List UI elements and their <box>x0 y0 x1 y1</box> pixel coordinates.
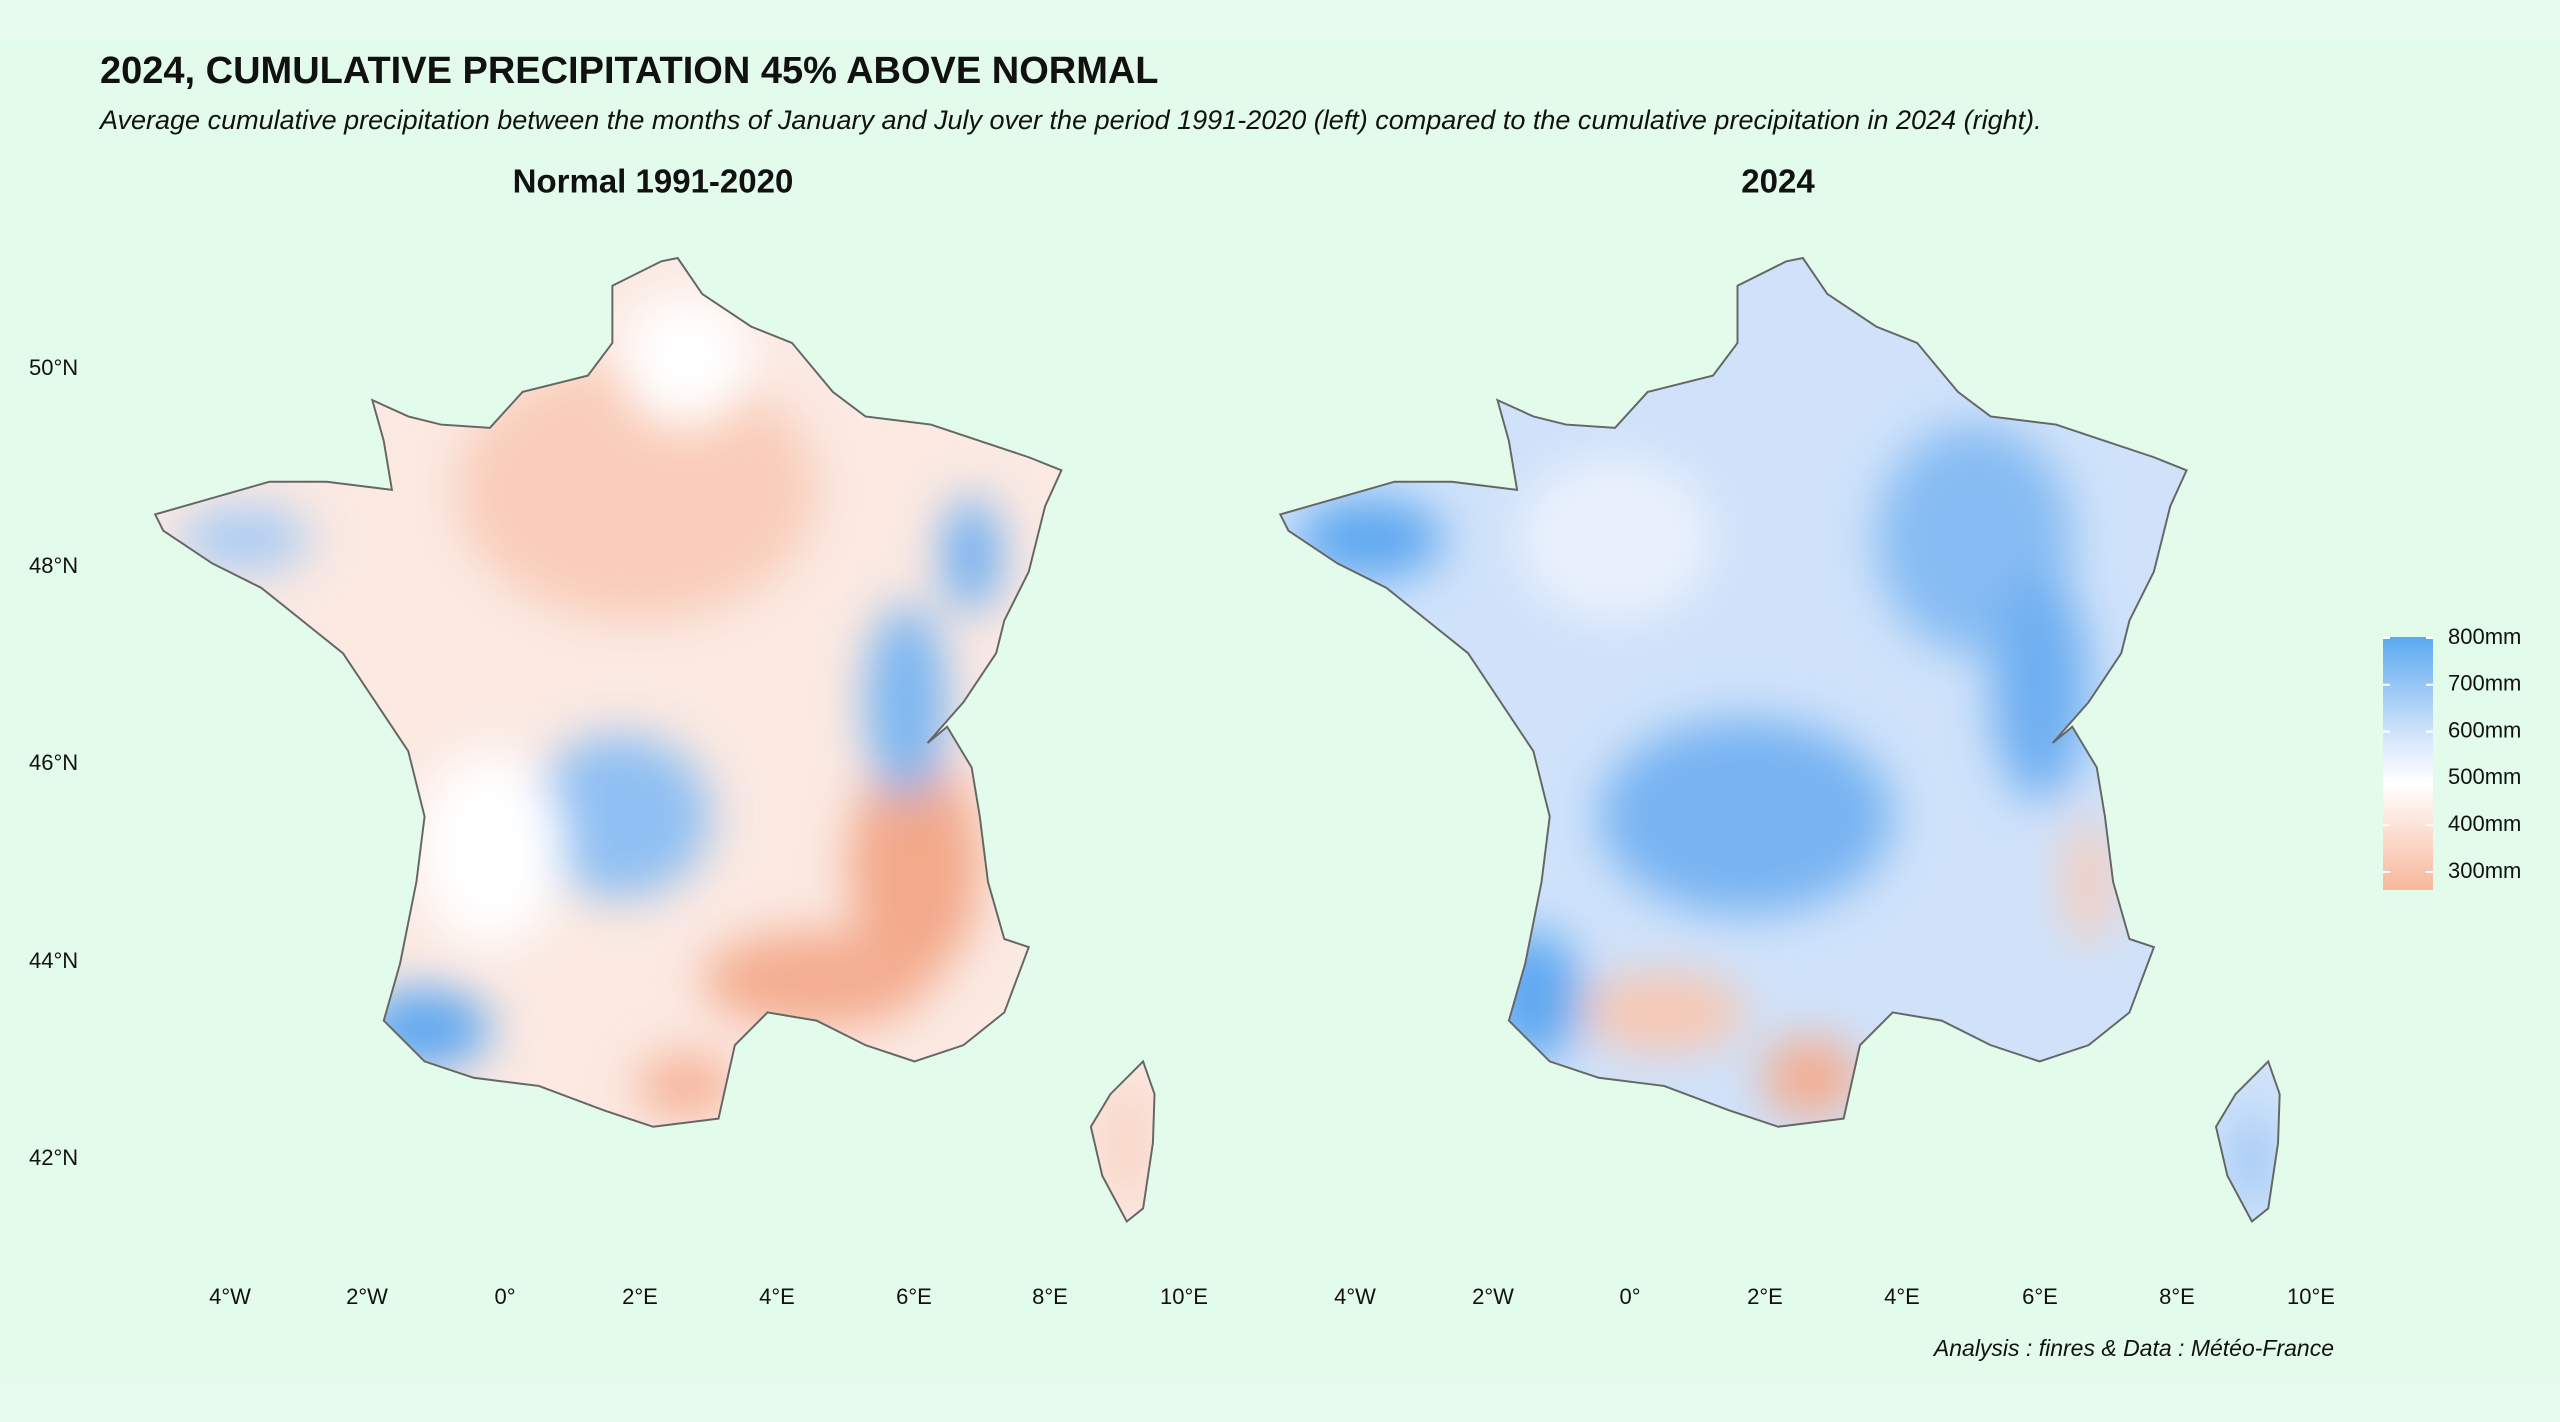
longitude-label: 2°E <box>622 1284 658 1309</box>
title: 2024, CUMULATIVE PRECIPITATION 45% ABOVE… <box>100 50 1159 92</box>
legend-colorbar <box>2383 637 2433 890</box>
longitude-label: 6°E <box>896 1284 932 1309</box>
longitude-label: 4°E <box>759 1284 795 1309</box>
caption: Analysis : finres & Data : Météo-France <box>1932 1335 2334 1361</box>
longitude-label: 10°E <box>1160 1284 1208 1309</box>
latitude-label: 48°N <box>29 553 78 578</box>
panel-title: 2024 <box>1741 163 1815 200</box>
longitude-label: 6°E <box>2022 1284 2058 1309</box>
legend-label: 400mm <box>2448 811 2521 836</box>
legend-label: 700mm <box>2448 671 2521 696</box>
latitude-label: 46°N <box>29 750 78 775</box>
longitude-label: 4°W <box>1334 1284 1376 1309</box>
longitude-label: 2°W <box>1472 1284 1514 1309</box>
latitude-label: 42°N <box>29 1145 78 1170</box>
longitude-label: 2°E <box>1747 1284 1783 1309</box>
longitude-label: 8°E <box>2159 1284 2195 1309</box>
longitude-label: 2°W <box>346 1284 388 1309</box>
subtitle: Average cumulative precipitation between… <box>98 105 2042 135</box>
longitude-label: 0° <box>1619 1284 1640 1309</box>
legend-label: 600mm <box>2448 717 2521 742</box>
legend-label: 500mm <box>2448 764 2521 789</box>
legend-label: 300mm <box>2448 858 2521 883</box>
longitude-label: 10°E <box>2287 1284 2335 1309</box>
panel-title: Normal 1991-2020 <box>513 163 794 200</box>
longitude-label: 4°E <box>1884 1284 1920 1309</box>
legend-label: 800mm <box>2448 624 2521 649</box>
longitude-label: 4°W <box>209 1284 251 1309</box>
longitude-label: 0° <box>494 1284 515 1309</box>
longitude-label: 8°E <box>1032 1284 1068 1309</box>
latitude-label: 50°N <box>29 355 78 380</box>
latitude-label: 44°N <box>29 948 78 973</box>
